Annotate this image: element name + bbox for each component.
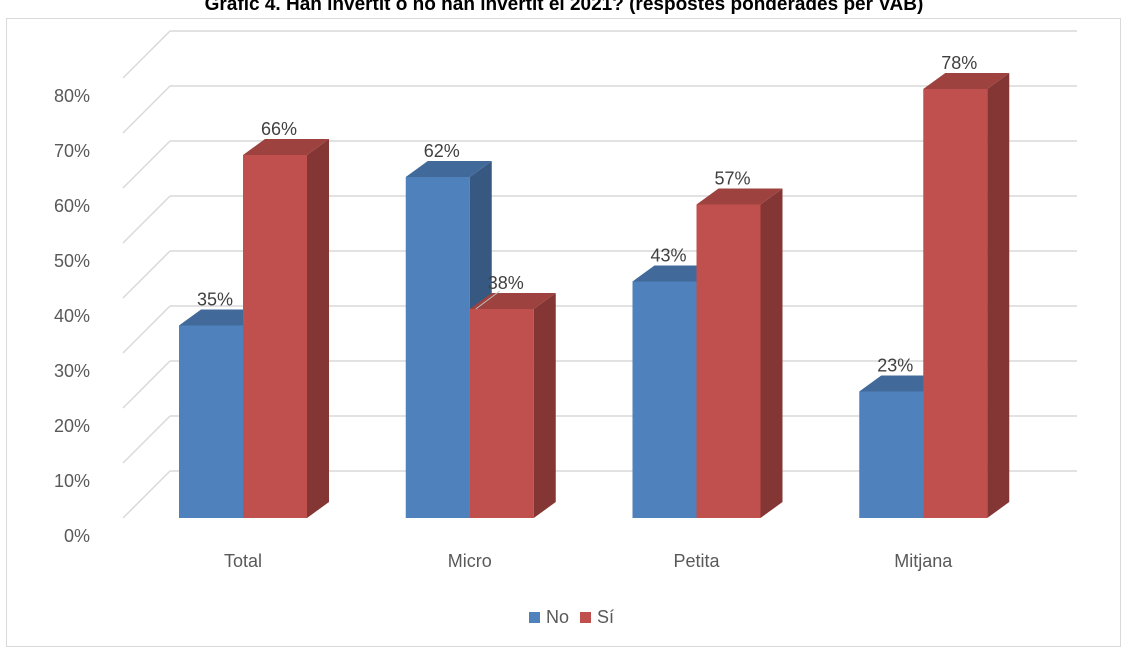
bar-side — [760, 188, 783, 518]
bar-top — [696, 188, 783, 205]
gridline-diagonal — [122, 140, 171, 189]
y-tick-label: 80% — [54, 86, 90, 106]
gridline-diagonal — [122, 360, 171, 409]
data-label: 62% — [424, 141, 460, 161]
x-tick-label: Petita — [673, 551, 720, 571]
y-tick-label: 10% — [54, 471, 90, 491]
y-tick-label: 50% — [54, 251, 90, 271]
bar-no-mitjana — [859, 391, 924, 518]
gridline-diagonal — [122, 305, 171, 354]
x-tick-label: Mitjana — [894, 551, 953, 571]
bar-top — [243, 139, 329, 155]
data-label: 38% — [488, 273, 524, 293]
gridline-diagonal — [122, 250, 171, 299]
bar-no-petita — [632, 281, 697, 518]
gridline-diagonal — [122, 415, 171, 464]
data-label: 57% — [714, 169, 750, 189]
bar-s-total — [243, 155, 307, 518]
gridline-diagonal — [122, 30, 171, 79]
gridline-diagonal — [122, 470, 171, 519]
y-tick-label: 60% — [54, 196, 90, 216]
bar-s-mitjana — [923, 89, 988, 518]
y-tick-label: 30% — [54, 361, 90, 381]
bar-top — [405, 161, 492, 177]
data-label: 23% — [877, 356, 913, 376]
x-tick-label: Micro — [448, 551, 492, 571]
legend-label: No — [546, 607, 569, 627]
bar-no-micro — [405, 177, 470, 518]
y-tick-label: 40% — [54, 306, 90, 326]
bar-s-micro — [469, 309, 534, 518]
gridline-diagonal — [122, 85, 171, 134]
data-label: 43% — [650, 246, 686, 266]
y-tick-label: 70% — [54, 141, 90, 161]
y-tick-label: 0% — [64, 526, 90, 546]
legend-swatch-0 — [529, 612, 540, 623]
chart-title: Gràfic 4. Han invertit o no han invertit… — [204, 0, 924, 15]
bar-s-petita — [696, 204, 761, 518]
bar-no-total — [179, 325, 243, 518]
bar-side — [307, 139, 329, 518]
data-label: 78% — [941, 53, 977, 73]
bar-side — [987, 73, 1010, 518]
gridline-diagonal — [122, 195, 171, 244]
label-leader-line — [475, 290, 501, 310]
legend-swatch-1 — [580, 612, 591, 623]
bar-top — [923, 73, 1010, 89]
bar-side — [533, 293, 556, 518]
legend-label: Sí — [597, 607, 614, 627]
data-label: 35% — [197, 290, 233, 310]
x-tick-label: Total — [224, 551, 262, 571]
y-tick-label: 20% — [54, 416, 90, 436]
data-label: 66% — [261, 119, 297, 139]
